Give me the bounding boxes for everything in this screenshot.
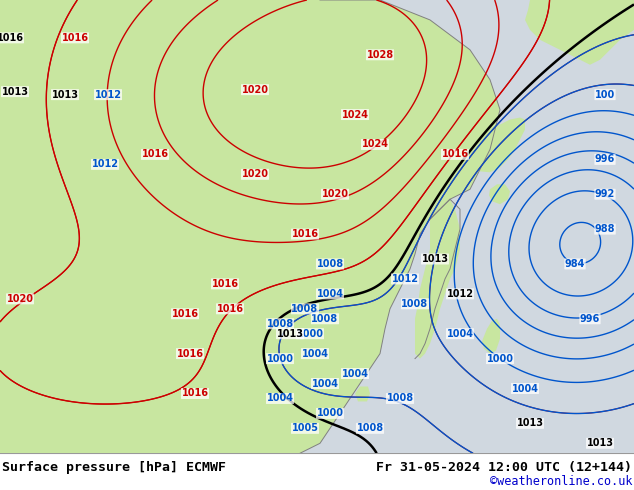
Text: 1013: 1013: [517, 418, 543, 428]
Text: 1012: 1012: [94, 90, 122, 99]
Text: 1020: 1020: [242, 85, 269, 95]
Text: 1013: 1013: [276, 329, 304, 339]
Text: 1000: 1000: [266, 354, 294, 364]
Text: 1000: 1000: [316, 408, 344, 418]
Text: 1016: 1016: [441, 149, 469, 159]
Text: 1020: 1020: [6, 294, 34, 304]
Polygon shape: [474, 118, 525, 172]
Text: 1016: 1016: [216, 304, 243, 314]
Text: 1013: 1013: [586, 438, 614, 448]
Polygon shape: [415, 199, 460, 359]
Text: 1013: 1013: [1, 87, 29, 97]
Text: 1012: 1012: [91, 159, 119, 170]
Text: 1013: 1013: [51, 90, 79, 99]
Text: 1028: 1028: [366, 50, 394, 60]
Text: 1008: 1008: [387, 393, 413, 403]
Text: 1016: 1016: [0, 33, 23, 43]
Text: 1016: 1016: [181, 389, 209, 398]
Text: 1004: 1004: [311, 378, 339, 389]
Polygon shape: [0, 0, 500, 453]
Polygon shape: [489, 184, 510, 204]
Text: 1004: 1004: [302, 348, 328, 359]
Text: 1016: 1016: [172, 309, 198, 319]
Text: 1008: 1008: [266, 319, 294, 329]
Text: 1000: 1000: [297, 329, 323, 339]
Text: Surface pressure [hPa] ECMWF: Surface pressure [hPa] ECMWF: [2, 462, 226, 474]
Text: 1004: 1004: [316, 289, 344, 299]
Text: 1012: 1012: [446, 289, 474, 299]
Text: Fr 31-05-2024 12:00 UTC (12+144): Fr 31-05-2024 12:00 UTC (12+144): [376, 462, 632, 474]
Text: 1016: 1016: [212, 279, 238, 289]
Text: ©weatheronline.co.uk: ©weatheronline.co.uk: [489, 475, 632, 488]
Text: 1004: 1004: [342, 368, 368, 379]
Text: 1008: 1008: [292, 304, 318, 314]
Text: 1020: 1020: [321, 189, 349, 199]
Polygon shape: [320, 367, 340, 387]
Text: 100: 100: [595, 90, 615, 99]
Text: 1008: 1008: [356, 423, 384, 433]
Text: 1013: 1013: [422, 254, 448, 264]
Text: 992: 992: [595, 189, 615, 199]
Polygon shape: [355, 387, 370, 401]
Text: 1004: 1004: [512, 384, 538, 393]
Text: 996: 996: [580, 314, 600, 324]
Text: 996: 996: [595, 154, 615, 164]
Text: 1024: 1024: [342, 110, 368, 120]
Text: 1012: 1012: [392, 274, 418, 284]
Text: 1016: 1016: [176, 348, 204, 359]
Text: 1000: 1000: [486, 354, 514, 364]
Text: 984: 984: [565, 259, 585, 269]
Text: 1024: 1024: [361, 140, 389, 149]
Text: 1008: 1008: [401, 299, 429, 309]
Text: 988: 988: [595, 224, 615, 234]
Text: 1004: 1004: [446, 329, 474, 339]
Polygon shape: [482, 319, 500, 354]
Polygon shape: [525, 0, 634, 65]
Polygon shape: [290, 423, 306, 436]
Text: 1005: 1005: [292, 423, 318, 433]
Text: 1004: 1004: [266, 393, 294, 403]
Text: 1008: 1008: [311, 314, 339, 324]
Text: 1016: 1016: [292, 229, 318, 239]
Text: 1008: 1008: [316, 259, 344, 269]
Text: 1020: 1020: [242, 170, 269, 179]
Text: 1016: 1016: [61, 33, 89, 43]
Text: 1016: 1016: [141, 149, 169, 159]
